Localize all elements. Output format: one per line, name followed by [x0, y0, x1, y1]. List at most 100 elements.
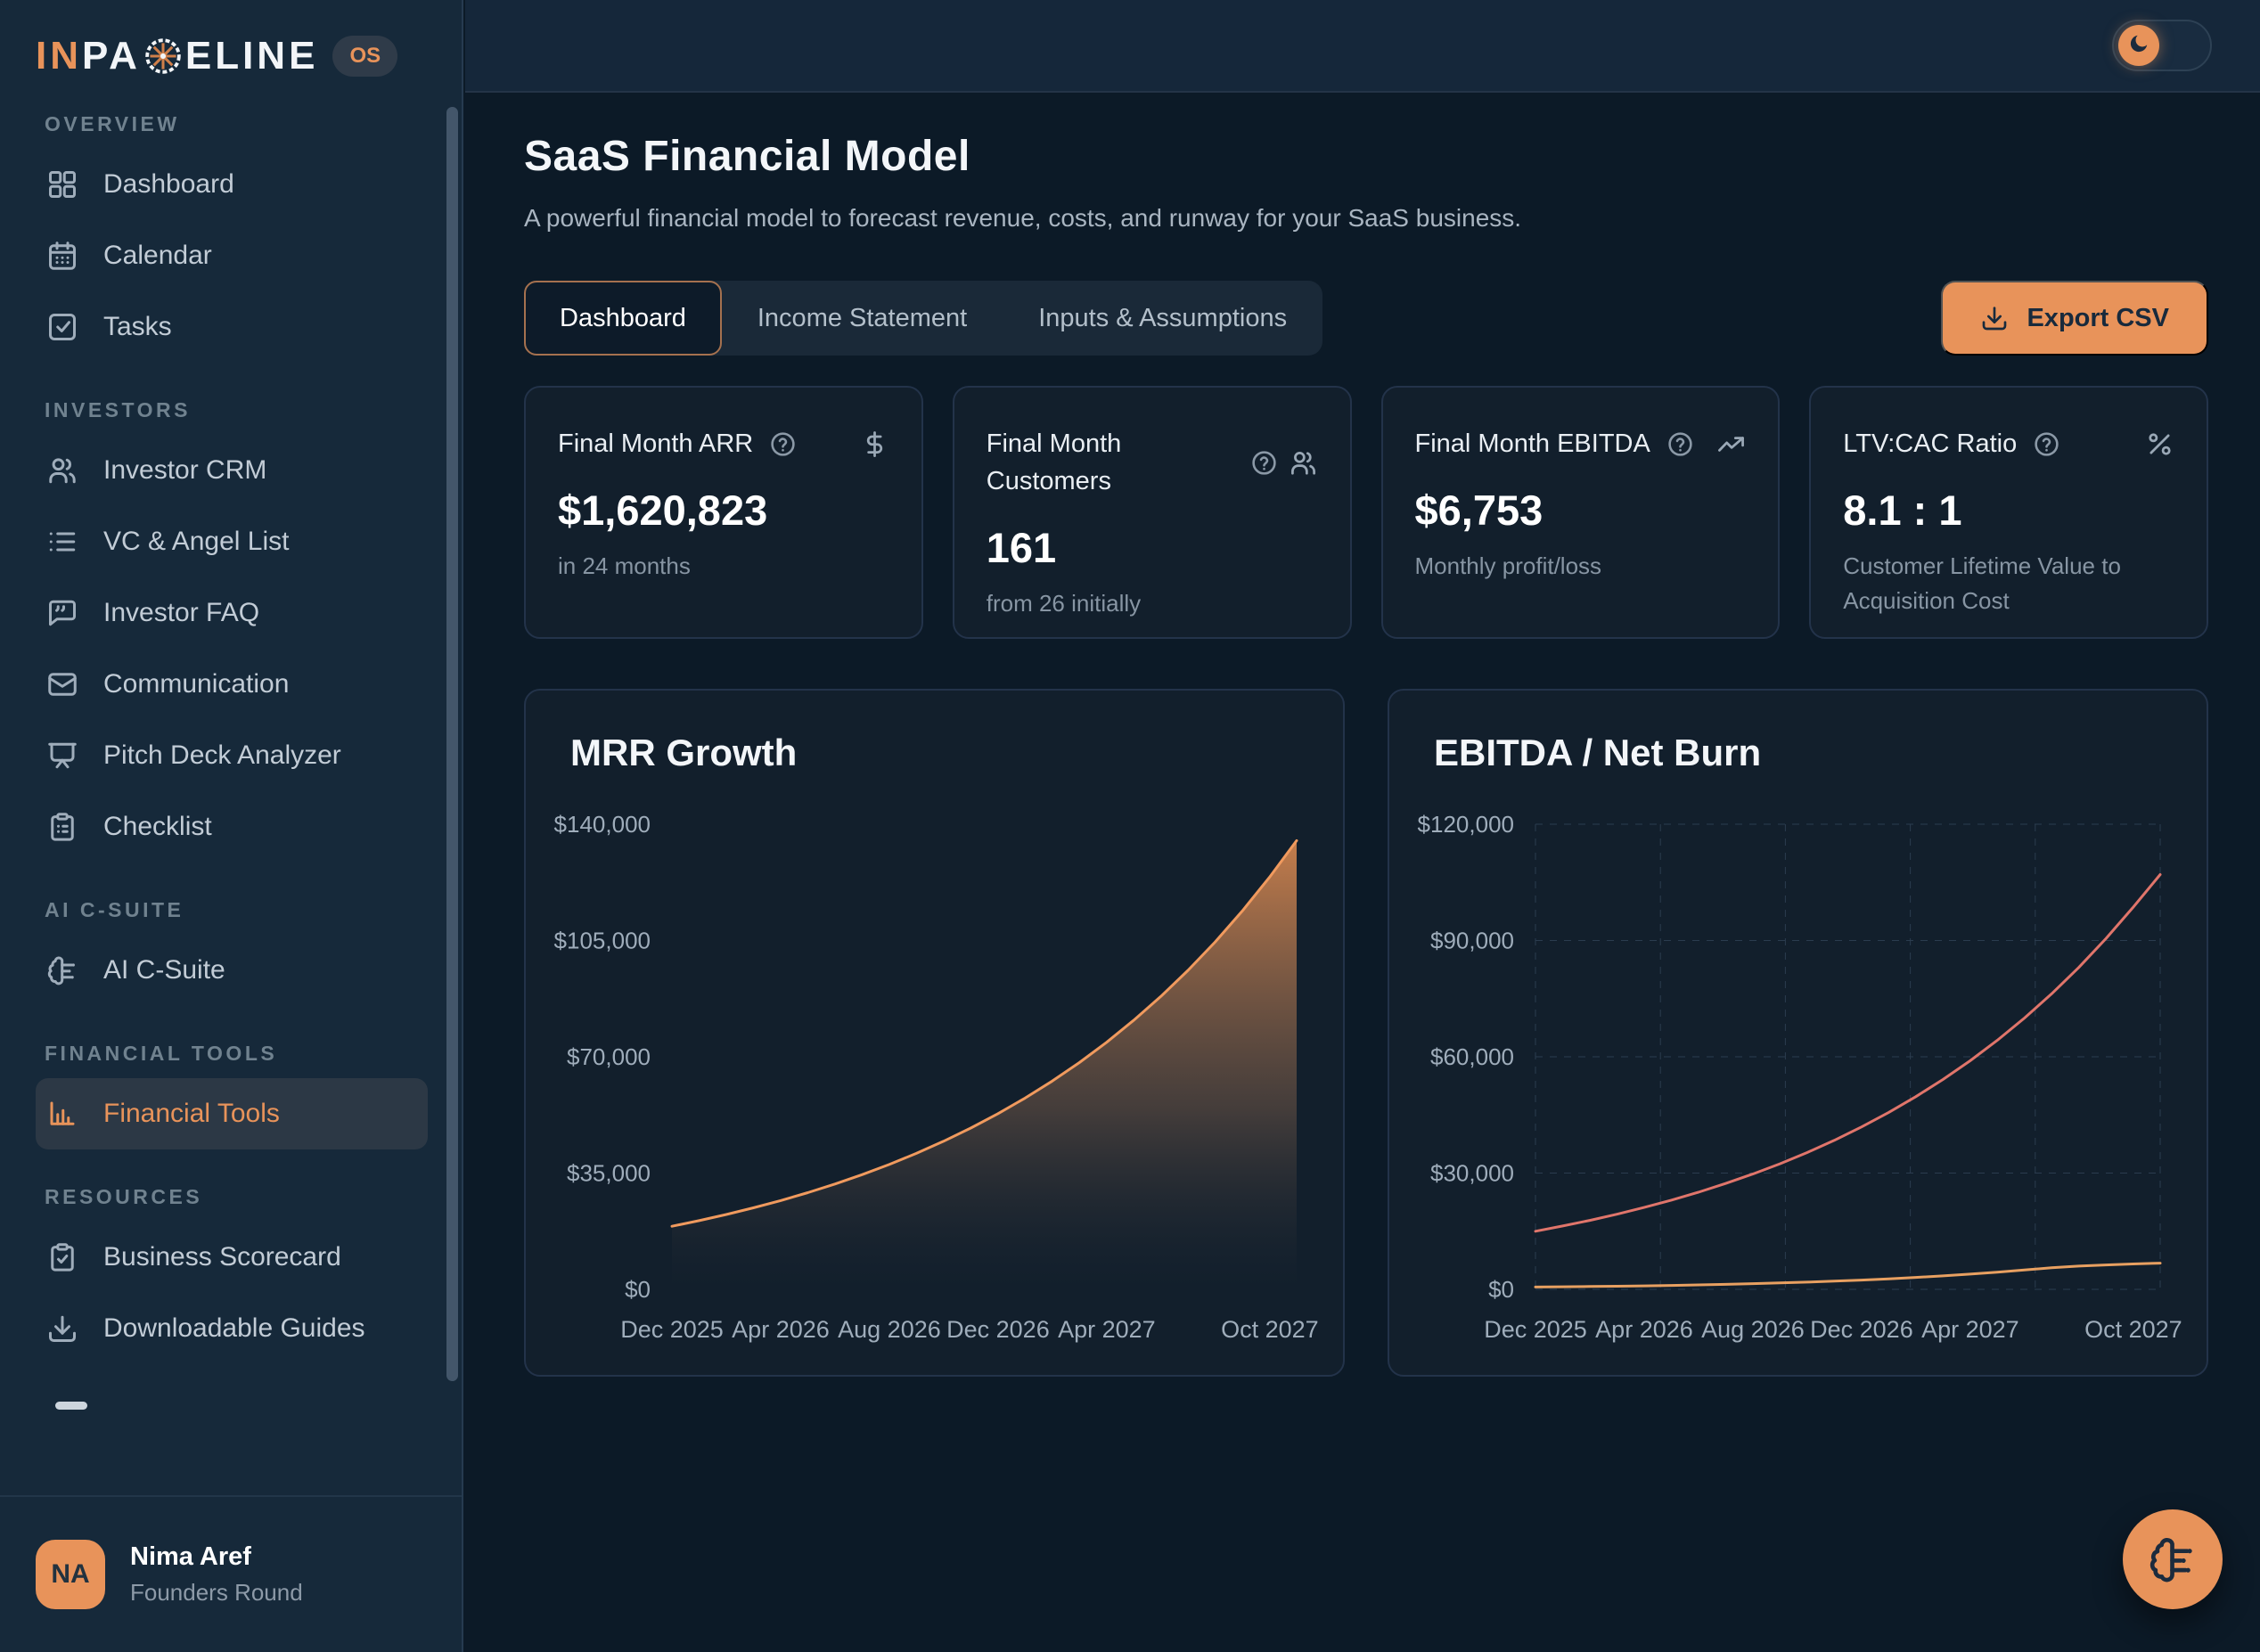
brand-logo: IN PA ELINE OS — [0, 0, 462, 78]
sidebar-item-label: Financial Tools — [103, 1099, 280, 1128]
x-axis-tick: Dec 2025 — [1484, 1316, 1587, 1343]
sidebar-item-dashboard[interactable]: Dashboard — [36, 149, 428, 220]
y-axis-tick: $90,000 — [1430, 928, 1514, 954]
net-burn-line-series — [1534, 873, 2162, 1233]
x-axis-tick: Apr 2026 — [732, 1316, 830, 1343]
mrr-line-series — [670, 838, 1298, 1228]
stat-label: LTV:CAC Ratio — [1843, 429, 2018, 458]
sidebar-item-vc-angel-list[interactable]: VC & Angel List — [36, 506, 428, 577]
sidebar-item-partial-clipped[interactable] — [55, 1402, 87, 1410]
tab-income-statement[interactable]: Income Statement — [757, 303, 968, 332]
sidebar-nav: OVERVIEW Dashboard Calendar Tasks INVESTORS I… — [0, 78, 462, 1424]
sidebar-item-label: Calendar — [103, 241, 212, 270]
stat-label: Final Month EBITDA — [1414, 429, 1650, 458]
y-axis-tick: $105,000 — [554, 928, 651, 954]
sidebar-item-calendar[interactable]: Calendar — [36, 220, 428, 291]
nav-section: FINANCIAL TOOLS Financial Tools — [36, 1042, 428, 1149]
sidebar-item-label: VC & Angel List — [103, 527, 290, 556]
export-csv-button[interactable]: Export CSV — [1941, 281, 2208, 356]
dark-mode-toggle[interactable] — [2112, 20, 2212, 71]
help-circle-icon[interactable] — [1666, 430, 1694, 458]
sidebar-item-business-scorecard[interactable]: Business Scorecard — [36, 1222, 428, 1293]
check-square-icon — [46, 311, 78, 343]
stat-card-final-month-ebitda: Final Month EBITDA $6,753 Monthly profit/l… — [1380, 386, 1781, 639]
export-csv-label: Export CSV — [2027, 303, 2169, 332]
nav-section: AI C-SUITE AI C-Suite — [36, 898, 428, 1006]
wheel-icon — [143, 36, 184, 77]
logo-prefix: IN — [36, 34, 82, 78]
trend-up-icon — [1716, 429, 1746, 459]
sidebar-item-ai-c-suite[interactable]: AI C-Suite — [36, 935, 428, 1006]
bar-chart-icon — [46, 1098, 78, 1130]
x-axis-tick: Apr 2026 — [1595, 1316, 1693, 1343]
sidebar-item-investor-crm[interactable]: Investor CRM — [36, 435, 428, 506]
dollar-icon — [860, 429, 889, 459]
sidebar-item-label: Tasks — [103, 312, 172, 341]
mrr-area-series — [672, 840, 1297, 1289]
sidebar-item-label: Downloadable Guides — [103, 1313, 365, 1343]
y-axis-tick: $140,000 — [554, 811, 651, 838]
ebitda-net-burn-chart-card: EBITDA / Net Burn $0 $30,000 $60,000 $90,000… — [1388, 689, 2208, 1377]
x-axis-tick: Dec 2026 — [1810, 1316, 1913, 1343]
sidebar-item-label: Communication — [103, 669, 290, 699]
logo-mid: PA — [82, 34, 141, 78]
stat-cards: Final Month ARR $1,620,823 in 24 months Fin… — [524, 386, 2208, 639]
help-circle-icon[interactable] — [1250, 449, 1278, 477]
stat-label: Final Month ARR — [558, 429, 754, 458]
toolbar: Dashboard Income Statement Inputs & Assump… — [524, 281, 2208, 356]
sidebar-item-pitch-deck-analyzer[interactable]: Pitch Deck Analyzer — [36, 720, 428, 791]
x-axis-tick: Apr 2027 — [1921, 1316, 2019, 1343]
nav-section-label: RESOURCES — [45, 1185, 203, 1208]
brand-logo-text: IN PA ELINE — [36, 34, 318, 78]
grid-icon — [46, 168, 78, 200]
stat-value: $6,753 — [1414, 487, 1544, 535]
y-axis-tick: $60,000 — [1430, 1043, 1514, 1070]
ai-assistant-fab[interactable] — [2123, 1509, 2223, 1609]
stat-label: Final Month Customers — [986, 429, 1122, 496]
download-icon — [1980, 304, 2009, 332]
percent-icon — [2145, 429, 2174, 459]
chart-title: MRR Growth — [570, 732, 798, 773]
sidebar-item-label: Dashboard — [103, 169, 234, 199]
chart-title: EBITDA / Net Burn — [1434, 732, 1762, 773]
stat-card-final-month-arr: Final Month ARR $1,620,823 in 24 months — [524, 386, 923, 639]
sidebar-item-label: Investor FAQ — [103, 598, 260, 627]
sidebar-item-label: AI C-Suite — [103, 955, 225, 985]
y-axis-tick: $120,000 — [1418, 811, 1514, 838]
help-circle-icon[interactable] — [769, 430, 797, 458]
nav-section: RESOURCES Business Scorecard Downloadable … — [36, 1185, 428, 1410]
sidebar-item-financial-tools[interactable]: Financial Tools — [36, 1078, 428, 1149]
brain-circuit-icon — [46, 954, 78, 986]
stat-card-final-month-customers: Final Month Customers 161 from 26 initiall… — [952, 386, 1352, 639]
main-area: SaaS Financial Model A powerful financia… — [465, 0, 2260, 1652]
stat-value: 8.1 : 1 — [1843, 487, 1962, 535]
sidebar-item-checklist[interactable]: Checklist — [36, 791, 428, 863]
x-axis-tick: Oct 2027 — [1221, 1316, 1319, 1343]
user-profile[interactable]: NA Nima Aref Founders Round — [0, 1495, 462, 1652]
tab-bar: Dashboard Income Statement Inputs & Assump… — [524, 281, 1323, 356]
sidebar-item-tasks[interactable]: Tasks — [36, 291, 428, 363]
sidebar-scrollbar[interactable] — [446, 107, 458, 1381]
nav-section: INVESTORS Investor CRM VC & Angel List Inve… — [36, 398, 428, 863]
stat-value: $1,620,823 — [558, 487, 768, 535]
help-circle-icon[interactable] — [2033, 430, 2060, 458]
download-icon — [46, 1313, 78, 1345]
y-axis-tick: $35,000 — [567, 1160, 651, 1187]
calendar-icon — [46, 240, 78, 272]
sidebar-item-label: Business Scorecard — [103, 1242, 341, 1272]
user-info: Nima Aref Founders Round — [130, 1542, 303, 1607]
sidebar-item-label: Checklist — [103, 812, 212, 841]
tab-dashboard[interactable]: Dashboard — [524, 281, 722, 356]
os-badge: OS — [332, 36, 398, 77]
tab-inputs-assumptions[interactable]: Inputs & Assumptions — [1038, 303, 1288, 332]
sidebar-item-investor-faq[interactable]: Investor FAQ — [36, 577, 428, 649]
x-axis-tick: Aug 2026 — [1701, 1316, 1805, 1343]
logo-suffix: ELINE — [184, 34, 319, 78]
sidebar-item-downloadable-guides[interactable]: Downloadable Guides — [36, 1293, 428, 1364]
stat-subtext: Monthly profit/loss — [1414, 552, 1602, 580]
y-axis-tick: $0 — [625, 1276, 651, 1303]
stat-subtext: in 24 months — [558, 552, 691, 580]
sidebar-item-communication[interactable]: Communication — [36, 649, 428, 720]
y-axis-tick: $0 — [1488, 1276, 1514, 1303]
